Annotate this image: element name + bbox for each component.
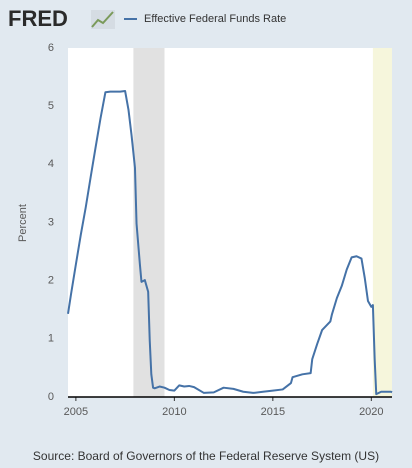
logo: FRED [8, 6, 68, 31]
x-tick-label: 2010 [162, 406, 186, 418]
y-axis-label: Percent [17, 204, 29, 242]
y-tick-label: 3 [48, 216, 54, 228]
legend-label: Effective Federal Funds Rate [144, 13, 286, 25]
y-tick-label: 6 [48, 42, 54, 54]
series-line [67, 90, 393, 396]
y-tick-label: 1 [48, 333, 54, 345]
x-tick-label: 2020 [359, 406, 383, 418]
y-tick-label: 0 [48, 391, 54, 403]
x-tick-label: 2005 [64, 406, 88, 418]
source: Source: Board of Governors of the Federa… [33, 449, 379, 463]
logo-icon [91, 10, 115, 29]
plot-area [68, 48, 392, 397]
y-tick-label: 5 [48, 100, 54, 112]
shaded-period [372, 48, 392, 397]
y-tick-label: 2 [48, 275, 54, 287]
y-tick-label: 4 [48, 158, 54, 170]
x-tick-label: 2015 [261, 406, 285, 418]
